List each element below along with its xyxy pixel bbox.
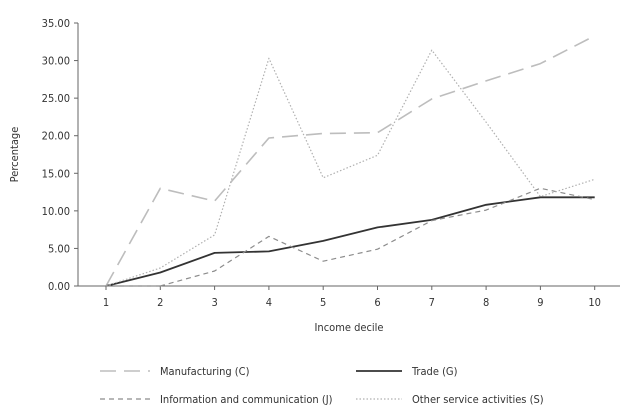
series-line-1 bbox=[105, 35, 596, 287]
x-tick-label: 3 bbox=[211, 296, 217, 309]
y-tick-label: 0.00 bbox=[48, 280, 70, 293]
series-line-3 bbox=[106, 187, 595, 287]
x-tick-label: 1 bbox=[103, 296, 109, 309]
y-tick-label: 5.00 bbox=[48, 242, 70, 255]
x-tick-label: 7 bbox=[429, 296, 435, 309]
series-line-4 bbox=[105, 49, 595, 287]
y-tick-label: 30.00 bbox=[42, 55, 70, 68]
y-tick-label: 25.00 bbox=[42, 92, 70, 105]
x-axis-title: Income decile bbox=[315, 321, 384, 334]
x-tick-label: 5 bbox=[320, 296, 326, 309]
x-tick-label: 2 bbox=[157, 296, 163, 309]
y-tick-label: 10.00 bbox=[42, 205, 70, 218]
x-tick-label: 10 bbox=[588, 296, 601, 309]
legend: Manufacturing (C) Trade (G) Information an… bbox=[100, 365, 544, 406]
x-tick-label: 9 bbox=[537, 296, 543, 309]
legend-label-2: Trade (G) bbox=[411, 365, 458, 378]
x-tick-label: 8 bbox=[483, 296, 489, 309]
legend-label-3: Information and communication (J) bbox=[160, 393, 333, 406]
plot-area: 0.00 5.00 10.00 15.00 20.00 25.00 30.00 35.00 1 2… bbox=[42, 17, 620, 309]
y-tick-label: 35.00 bbox=[42, 17, 70, 30]
y-tick-label: 20.00 bbox=[42, 130, 70, 143]
y-tick-label: 15.00 bbox=[42, 167, 70, 180]
legend-label-1: Manufacturing (C) bbox=[160, 365, 250, 378]
x-tick-label: 6 bbox=[374, 296, 380, 309]
x-tick-label: 4 bbox=[266, 296, 272, 309]
series-line-2 bbox=[105, 196, 595, 287]
y-axis-title: Percentage bbox=[8, 127, 21, 183]
legend-label-4: Other service activities (S) bbox=[412, 393, 544, 406]
